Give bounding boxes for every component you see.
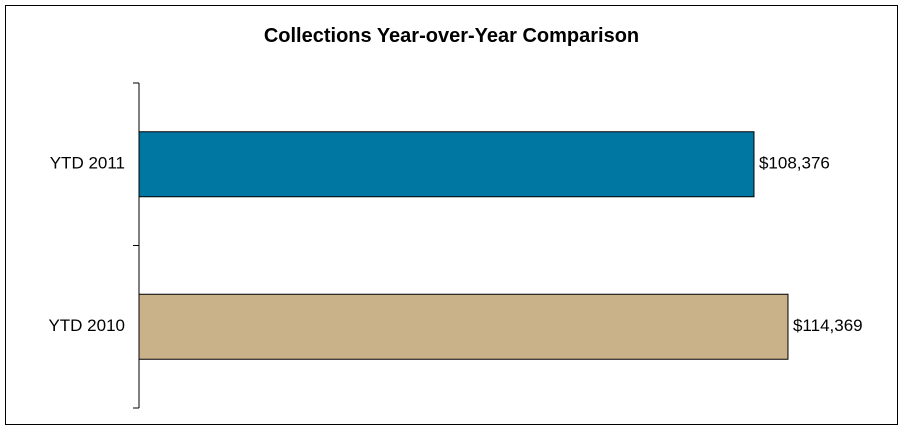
category-label: YTD 2011	[50, 154, 125, 173]
data-label: $108,376	[759, 154, 830, 173]
bar-ytd-2011	[138, 131, 755, 198]
bar-ytd-2010	[138, 293, 789, 360]
data-label: $114,369	[793, 316, 863, 335]
chart-title: Collections Year-over-Year Comparison	[263, 25, 640, 47]
category-label: YTD 2010	[48, 316, 125, 335]
